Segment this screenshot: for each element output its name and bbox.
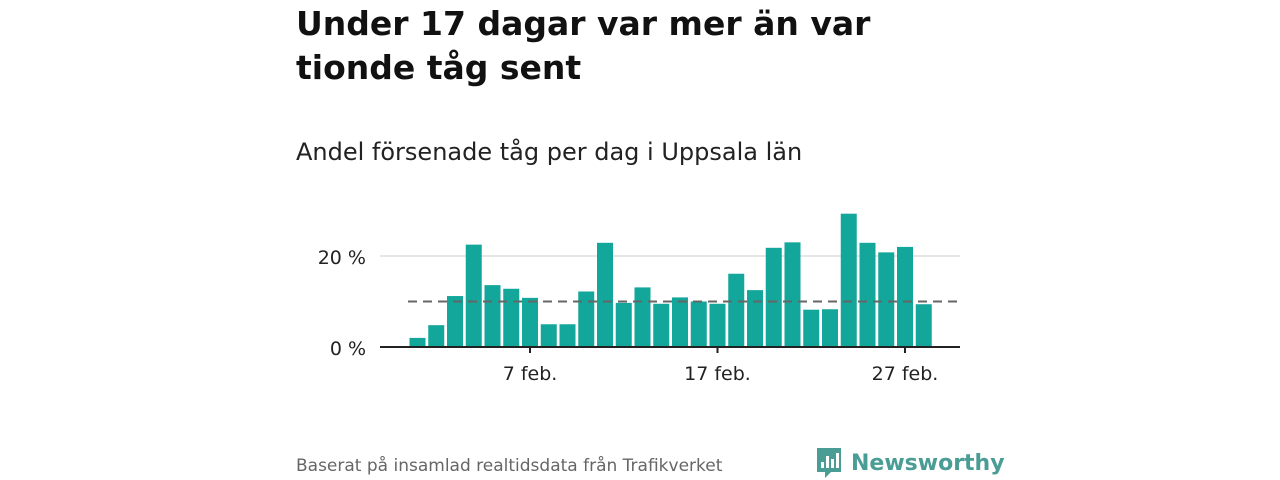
- chart-title: Under 17 dagar var mer än var tionde tåg…: [296, 4, 871, 87]
- y-tick-label: 20 %: [318, 247, 366, 269]
- x-tick-label: 27 feb.: [872, 363, 939, 385]
- newsworthy-logo[interactable]: Newsworthy: [815, 446, 1005, 480]
- bar: [522, 297, 538, 347]
- bar: [822, 309, 838, 347]
- newsworthy-logo-icon: [817, 448, 841, 478]
- bar: [428, 325, 445, 347]
- bar-chart: 0 % 20 % 7 feb. 17 feb. 27 feb.: [318, 213, 960, 385]
- bar: [447, 296, 463, 347]
- bar: [878, 252, 895, 347]
- bar: [803, 309, 820, 347]
- bar: [784, 242, 801, 347]
- bar: [672, 297, 688, 347]
- bar: [765, 247, 782, 347]
- bar: [653, 303, 670, 347]
- bar: [728, 273, 745, 347]
- bar: [709, 303, 726, 347]
- bar: [503, 288, 520, 347]
- bar: [634, 287, 651, 347]
- bar: [915, 304, 932, 347]
- x-tick-label: 17 feb.: [684, 363, 751, 385]
- bar: [540, 324, 557, 347]
- chart-subtitle: Andel försenade tåg per dag i Uppsala lä…: [296, 138, 803, 166]
- bar: [897, 246, 913, 347]
- bar: [840, 213, 857, 347]
- logo-text: Newsworthy: [851, 450, 1005, 476]
- y-tick-label: 0 %: [330, 338, 366, 360]
- bar: [747, 290, 763, 347]
- x-tick-label: 7 feb.: [503, 363, 558, 385]
- source-note: Baserat på insamlad realtidsdata från Tr…: [296, 456, 723, 476]
- bar: [859, 242, 876, 347]
- bar: [559, 324, 576, 347]
- bar: [484, 285, 501, 347]
- bar: [409, 337, 426, 347]
- bar: [465, 244, 482, 347]
- bar: [690, 301, 707, 347]
- bar: [615, 302, 632, 347]
- bar: [597, 242, 613, 347]
- bar: [578, 291, 595, 347]
